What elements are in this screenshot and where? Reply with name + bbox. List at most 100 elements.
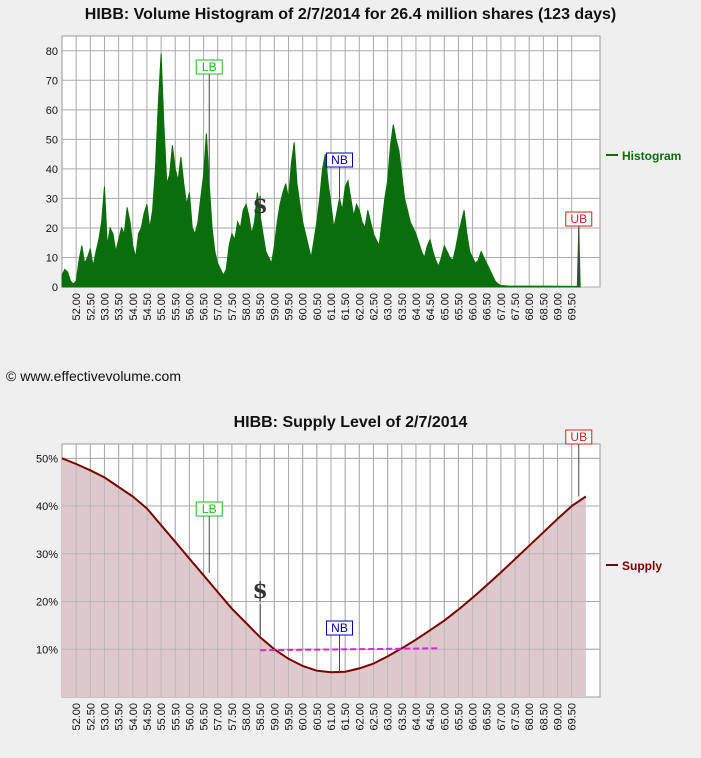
histogram-x-tick-label: 54.00 xyxy=(128,293,140,321)
supply-x-tick-label: 69.50 xyxy=(567,703,579,731)
supply-legend-label: Supply xyxy=(622,559,662,573)
histogram-x-tick-label: 65.00 xyxy=(439,293,451,321)
histogram-x-tick-label: 52.50 xyxy=(85,293,97,321)
histogram-x-tick-label: 65.50 xyxy=(453,293,465,321)
supply-x-tick-label: 67.00 xyxy=(496,703,508,731)
histogram-nb-marker-box xyxy=(325,152,353,168)
supply-x-tick-label: 56.50 xyxy=(199,703,211,731)
supply-x-tick-label: 62.00 xyxy=(354,703,366,731)
supply-x-tick-label: 52.50 xyxy=(85,703,97,731)
supply-ub-marker-box xyxy=(565,429,593,445)
histogram-x-tick-label: 58.50 xyxy=(255,293,267,321)
histogram-x-tick-label: 68.50 xyxy=(538,293,550,321)
supply-y-tick-label: 50% xyxy=(36,453,58,465)
copyright-text: © www.effectivevolume.com xyxy=(6,368,182,384)
histogram-x-tick-label: 60.50 xyxy=(312,293,324,321)
supply-x-tick-label: 55.50 xyxy=(170,703,182,731)
histogram-x-tick-label: 69.00 xyxy=(553,293,565,321)
histogram-x-tick-label: 62.50 xyxy=(368,293,380,321)
histogram-x-tick-label: 61.50 xyxy=(340,293,352,321)
supply-x-tick-label: 63.00 xyxy=(383,703,395,731)
supply-x-tick-label: 58.00 xyxy=(241,703,253,731)
supply-area xyxy=(62,458,586,697)
supply-dashed-line xyxy=(260,647,439,652)
histogram-x-tick-label: 63.50 xyxy=(397,293,409,321)
supply-ub-marker-label: UB xyxy=(570,430,587,444)
supply-y-tick-label: 20% xyxy=(36,597,58,609)
supply-y-tick-label: 40% xyxy=(36,501,58,513)
histogram-x-tick-label: 66.00 xyxy=(468,293,480,321)
supply-x-tick-label: 59.00 xyxy=(269,703,281,731)
histogram-x-tick-label: 54.50 xyxy=(142,293,154,321)
histogram-y-tick-label: 30 xyxy=(46,193,58,205)
supply-dollar-marker-symbol: $ xyxy=(253,578,268,604)
histogram-x-tick-label: 55.00 xyxy=(156,293,168,321)
histogram-x-tick-label: 58.00 xyxy=(241,293,253,321)
supply-x-tick-label: 58.50 xyxy=(255,703,267,731)
histogram-y-tick-label: 20 xyxy=(46,223,58,235)
histogram-x-tick-label: 60.00 xyxy=(298,293,310,321)
histogram-x-tick-label: 63.00 xyxy=(383,293,395,321)
supply-line xyxy=(61,457,587,674)
histogram-ub-marker-box xyxy=(565,211,593,227)
histogram-x-tick-label: 67.00 xyxy=(496,293,508,321)
supply-x-tick-label: 57.50 xyxy=(227,703,239,731)
supply-x-tick-label: 63.50 xyxy=(397,703,409,731)
histogram-y-tick-label: 50 xyxy=(46,134,58,146)
supply-x-tick-label: 60.50 xyxy=(312,703,324,731)
histogram-x-tick-label: 67.50 xyxy=(510,293,522,321)
histogram-dollar-marker-symbol: $ xyxy=(253,193,268,219)
supply-x-tick-label: 64.00 xyxy=(411,703,423,731)
histogram-y-tick-label: 40 xyxy=(46,164,58,176)
histogram-ub-marker-label: UB xyxy=(570,212,587,226)
supply-x-tick-label: 54.50 xyxy=(142,703,154,731)
supply-x-tick-label: 68.00 xyxy=(524,703,536,731)
histogram-x-tick-label: 69.50 xyxy=(567,293,579,321)
supply-y-tick-label: 10% xyxy=(36,644,58,656)
histogram-x-tick-label: 56.50 xyxy=(199,293,211,321)
histogram-x-tick-label: 52.00 xyxy=(71,293,83,321)
supply-x-tick-label: 54.00 xyxy=(128,703,140,731)
histogram-lb-marker-box xyxy=(195,59,223,75)
supply-x-tick-label: 69.00 xyxy=(553,703,565,731)
supply-x-tick-label: 65.50 xyxy=(453,703,465,731)
histogram-legend-label: Histogram xyxy=(622,149,681,163)
histogram-y-tick-label: 70 xyxy=(46,75,58,87)
supply-x-tick-label: 67.50 xyxy=(510,703,522,731)
supply-nb-marker-label: NB xyxy=(331,621,348,635)
supply-x-tick-label: 53.00 xyxy=(99,703,111,731)
histogram-x-tick-label: 55.50 xyxy=(170,293,182,321)
supply-lb-marker-label: LB xyxy=(202,502,217,516)
supply-x-tick-label: 68.50 xyxy=(538,703,550,731)
supply-lb-marker-box xyxy=(195,501,223,517)
supply-x-tick-label: 65.00 xyxy=(439,703,451,731)
histogram-x-tick-label: 68.00 xyxy=(524,293,536,321)
histogram-x-tick-label: 53.00 xyxy=(99,293,111,321)
histogram-lb-marker-label: LB xyxy=(202,60,217,74)
histogram-x-tick-label: 59.50 xyxy=(284,293,296,321)
supply-x-tick-label: 64.50 xyxy=(425,703,437,731)
supply-x-tick-label: 61.50 xyxy=(340,703,352,731)
histogram-x-tick-label: 64.50 xyxy=(425,293,437,321)
supply-x-tick-label: 55.00 xyxy=(156,703,168,731)
histogram-x-tick-label: 62.00 xyxy=(354,293,366,321)
supply-x-tick-label: 52.00 xyxy=(71,703,83,731)
histogram-nb-marker-label: NB xyxy=(331,153,348,167)
histogram-x-tick-label: 56.00 xyxy=(184,293,196,321)
histogram-x-tick-label: 59.00 xyxy=(269,293,281,321)
histogram-x-tick-label: 53.50 xyxy=(114,293,126,321)
histogram-y-tick-label: 80 xyxy=(46,46,58,58)
supply-x-tick-label: 53.50 xyxy=(114,703,126,731)
histogram-y-tick-label: 10 xyxy=(46,252,58,264)
histogram-x-tick-label: 61.00 xyxy=(326,293,338,321)
supply-x-tick-label: 59.50 xyxy=(284,703,296,731)
histogram-y-tick-label: 0 xyxy=(52,282,58,294)
histogram-x-tick-label: 57.00 xyxy=(213,293,225,321)
supply-y-tick-label: 30% xyxy=(36,549,58,561)
histogram-x-tick-label: 57.50 xyxy=(227,293,239,321)
supply-x-tick-label: 66.00 xyxy=(468,703,480,731)
supply-x-tick-label: 60.00 xyxy=(298,703,310,731)
histogram-x-tick-label: 64.00 xyxy=(411,293,423,321)
supply-x-tick-label: 56.00 xyxy=(184,703,196,731)
